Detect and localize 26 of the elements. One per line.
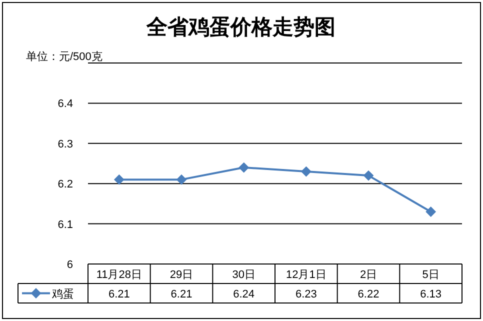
data-label: 6.21 xyxy=(170,288,192,300)
point xyxy=(114,174,124,185)
x-tick-label: 29日 xyxy=(170,269,194,281)
data-label: 6.21 xyxy=(108,288,130,300)
x-tick-label: 2日 xyxy=(360,269,378,281)
data-label: 6.23 xyxy=(295,288,317,300)
y-tick-label: 6.1 xyxy=(58,218,73,231)
data-label: 6.24 xyxy=(233,288,255,300)
x-tick-label: 12月1日 xyxy=(286,269,326,281)
point xyxy=(426,206,436,217)
x-tick-label: 5日 xyxy=(422,269,440,281)
x-tick-label: 11月28日 xyxy=(96,269,142,281)
x-tick-label: 30日 xyxy=(232,269,256,281)
point xyxy=(238,162,249,173)
y-tick-label: 6.3 xyxy=(58,138,73,150)
point xyxy=(176,174,186,185)
point xyxy=(301,166,312,177)
y-tick-label: 6 xyxy=(66,259,73,271)
data-label: 6.22 xyxy=(358,288,380,300)
chart-title: 全省鸡蛋价格走势图 xyxy=(146,16,336,39)
point xyxy=(364,170,374,181)
legend-label: 鸡蛋 xyxy=(51,288,74,300)
y-tick-label: 6.2 xyxy=(58,178,73,191)
y-axis-title: 单位：元/500克 xyxy=(26,50,102,63)
data-label: 6.13 xyxy=(420,288,442,300)
y-tick-label: 6.4 xyxy=(58,98,73,110)
